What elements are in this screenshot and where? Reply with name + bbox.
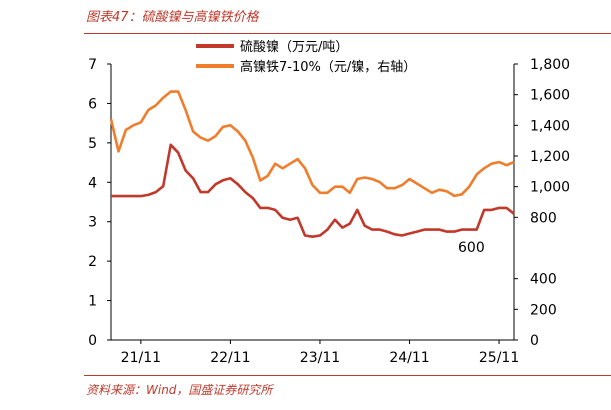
x-tick-label: 25/11 xyxy=(479,350,519,366)
series-line-2 xyxy=(109,90,515,198)
left-tick-label: 5 xyxy=(88,136,97,152)
x-tick-label: 21/11 xyxy=(121,350,161,366)
right-tick-label: 1,200 xyxy=(530,149,570,165)
top-rule xyxy=(84,33,611,34)
left-tick-label: 0 xyxy=(88,333,97,349)
right-axis-ticks: 0 200 400 800 1,000 1,200 1,400 1,600 1,800 xyxy=(514,57,570,349)
annotation-layer: 600 xyxy=(458,240,485,256)
legend-label-2: 高镍铁7-10%（元/镍，右轴） xyxy=(240,59,416,75)
right-tick-label: 1,000 xyxy=(530,180,570,196)
x-tick-label: 24/11 xyxy=(389,350,429,366)
right-tick-label: 1,800 xyxy=(530,57,570,73)
right-tick-label: 1,400 xyxy=(530,118,570,134)
series-layer xyxy=(109,90,515,238)
plot-frame xyxy=(110,64,515,341)
left-tick-label: 4 xyxy=(88,175,97,191)
right-tick-label: 400 xyxy=(530,272,557,288)
series-line-1 xyxy=(111,143,515,238)
legend: 硫酸镍（万元/吨） 高镍铁7-10%（元/镍，右轴） xyxy=(196,40,416,75)
left-axis-ticks: 0 1 2 3 4 5 6 7 xyxy=(88,57,111,349)
right-tick-label: 200 xyxy=(530,302,557,318)
left-tick-label: 2 xyxy=(88,254,97,270)
legend-label-1: 硫酸镍（万元/吨） xyxy=(240,40,348,55)
right-tick-label: 1,600 xyxy=(530,88,570,104)
source-note: 资料来源：Wind，国盛证券研究所 xyxy=(86,383,273,397)
annotation-label: 600 xyxy=(458,240,485,256)
x-tick-label: 22/11 xyxy=(210,350,250,366)
right-tick-label: 800 xyxy=(530,210,557,226)
bottom-rule xyxy=(84,375,611,376)
left-tick-label: 6 xyxy=(88,96,97,112)
x-tick-label: 23/11 xyxy=(300,350,340,366)
left-tick-label: 1 xyxy=(88,294,97,310)
figure-title: 图表47：硫酸镍与高镍铁价格 xyxy=(86,10,259,25)
right-tick-label: 0 xyxy=(530,333,539,349)
left-tick-label: 3 xyxy=(88,215,97,231)
x-axis-ticks: 21/11 22/11 23/11 24/11 25/11 xyxy=(121,340,519,366)
left-tick-label: 7 xyxy=(88,57,97,73)
